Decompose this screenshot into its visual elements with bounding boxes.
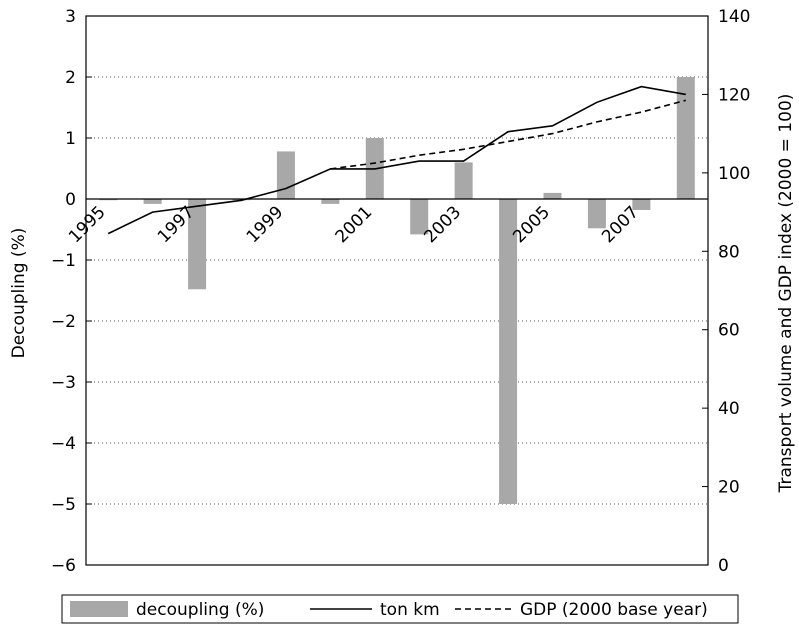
left-tick-label: −3: [51, 373, 76, 393]
left-tick-label: 2: [65, 68, 76, 88]
bar-2000: [321, 199, 340, 204]
decoupling-bars: [99, 77, 695, 504]
legend-label-gdp: GDP (2000 base year): [520, 600, 708, 620]
grid-lines: [86, 76, 708, 505]
left-tick-label: 1: [65, 129, 76, 149]
right-tick-label: 40: [718, 399, 740, 419]
left-axis-title: Decoupling (%): [9, 228, 29, 359]
legend: decoupling (%) ton km GDP (2000 base yea…: [61, 594, 739, 624]
right-tick-label: 60: [718, 321, 740, 341]
plot-frame: [85, 15, 709, 566]
x-tick-label: 1999: [243, 202, 288, 247]
bar-2003: [454, 162, 473, 199]
right-axis: 140 120 100 80 60 40 20 0: [702, 7, 750, 576]
x-tick-label: 2001: [332, 202, 377, 247]
right-tick-label: 100: [718, 164, 750, 184]
bar-2004: [499, 199, 518, 504]
left-tick-label: −4: [51, 434, 76, 454]
legend-swatch-decoupling: [70, 601, 128, 617]
legend-box: [61, 594, 739, 624]
bar-2006: [587, 199, 606, 229]
bar-1995: [99, 199, 118, 201]
left-tick-label: 3: [65, 7, 76, 27]
left-tick-label: −6: [51, 556, 76, 576]
right-axis-title: Transport volume and GDP index (2000 = 1…: [776, 94, 796, 494]
left-tick-label: −2: [51, 312, 76, 332]
bar-2007: [632, 199, 651, 210]
right-tick-label: 120: [718, 85, 750, 105]
right-tick-label: 80: [718, 242, 740, 262]
bar-2002: [410, 199, 429, 235]
bar-1999: [276, 151, 295, 199]
right-tick-label: 20: [718, 478, 740, 498]
right-tick-label: 0: [718, 556, 729, 576]
series-lines: [107, 85, 687, 235]
bar-1996: [143, 199, 162, 204]
bar-1997: [188, 199, 207, 290]
bar-2008: [676, 77, 695, 199]
legend-label-decoupling: decoupling (%): [136, 600, 264, 620]
left-axis: 3 2 1 0 −1 −2 −3 −4 −5 −6: [51, 7, 92, 576]
line-ton-km: [107, 85, 686, 235]
bar-2005: [543, 192, 562, 199]
right-tick-label: 140: [718, 7, 750, 27]
left-tick-label: 0: [65, 190, 76, 210]
left-tick-label: −1: [51, 251, 76, 271]
x-axis: 1995 1997 1999 2001 2003 2005 2007: [65, 202, 643, 247]
left-tick-label: −5: [51, 495, 76, 515]
legend-label-ton-km: ton km: [380, 600, 440, 620]
line-gdp-2000-base-year: [330, 99, 687, 170]
